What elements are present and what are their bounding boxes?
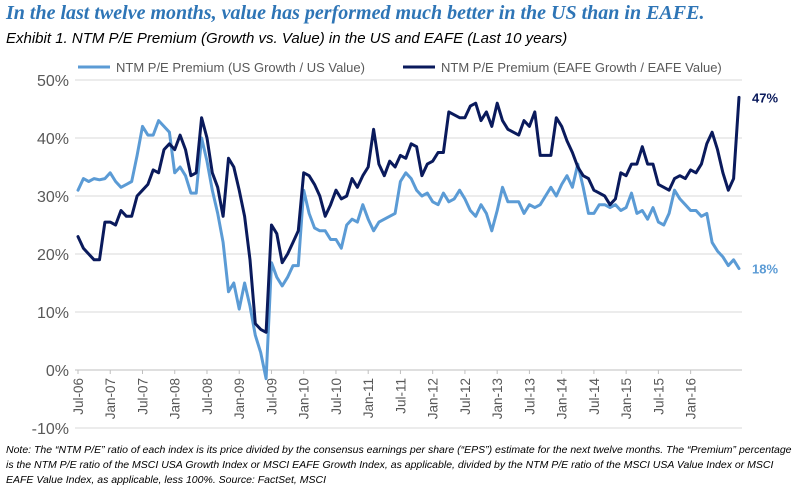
x-tick-label: Jul-11	[393, 378, 408, 414]
x-tick-label: Jul-10	[329, 378, 344, 415]
x-tick-label: Jul-13	[522, 378, 537, 415]
x-tick-label: Jan-10	[297, 378, 312, 419]
x-tick-label: Jul-09	[264, 378, 279, 415]
x-tick-label: Jul-07	[135, 378, 150, 415]
series-line-1	[76, 119, 741, 381]
x-tick-label: Jan-15	[619, 378, 634, 419]
x-tick-label: Jul-14	[587, 378, 602, 415]
x-tick-label: Jul-12	[458, 378, 473, 415]
x-tick-label: Jan-16	[684, 378, 699, 419]
y-tick-label: 0%	[46, 363, 69, 380]
x-tick-label: Jan-09	[232, 378, 247, 419]
line-chart: -10% 0% 10% 20% 30% 40% 50% Jul-06 Jan-07 Jul-07 J…	[32, 60, 779, 438]
x-tick-label: Jul-08	[200, 378, 215, 415]
y-tick-label: -10%	[32, 421, 69, 438]
x-tick-label: Jan-08	[168, 378, 183, 419]
series-line-2	[76, 95, 741, 334]
footnote: Note: The “NTM P/E” ratio of each index …	[6, 444, 792, 486]
legend-label-2: NTM P/E Premium (EAFE Growth / EAFE Valu…	[441, 60, 722, 75]
y-tick-label: 20%	[37, 247, 69, 264]
y-tick-label: 30%	[37, 189, 69, 206]
x-tick-label: Jan-14	[555, 378, 570, 420]
y-tick-label: 10%	[37, 305, 69, 322]
y-tick-label: 40%	[37, 131, 69, 148]
x-tick-label: Jan-11	[361, 378, 376, 418]
legend-label-1: NTM P/E Premium (US Growth / US Value)	[116, 60, 365, 75]
x-tick-label: Jul-15	[651, 378, 666, 415]
x-tick-label: Jan-12	[426, 378, 441, 419]
exhibit-title: Exhibit 1. NTM P/E Premium (Growth vs. V…	[6, 30, 568, 47]
y-tick-label: 50%	[37, 73, 69, 90]
series-end-label-1: 18%	[752, 262, 778, 277]
x-tick-label: Jul-06	[71, 378, 86, 415]
x-tick-label: Jan-13	[490, 378, 505, 419]
headline: In the last twelve months, value has per…	[6, 2, 705, 24]
series-end-label-2: 47%	[752, 90, 778, 105]
x-tick-label: Jan-07	[103, 378, 118, 419]
